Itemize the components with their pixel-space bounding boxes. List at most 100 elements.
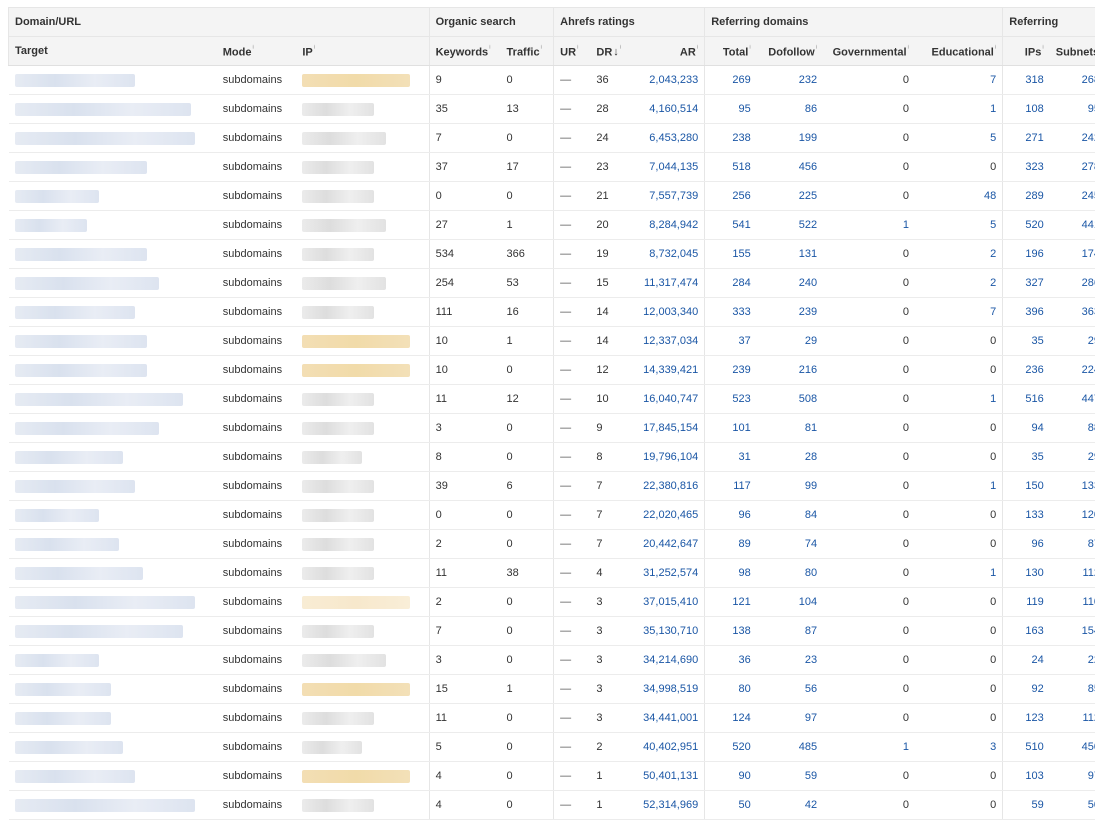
- cell-target[interactable]: [8, 65, 217, 95]
- cell-educational[interactable]: 0: [915, 587, 1003, 617]
- cell-ar[interactable]: 19,796,104: [633, 442, 705, 472]
- cell-educational[interactable]: 0: [915, 442, 1003, 472]
- cell-total[interactable]: 96: [704, 500, 757, 530]
- cell-ar[interactable]: 4,160,514: [633, 94, 705, 124]
- redacted-target-link[interactable]: [14, 392, 183, 406]
- cell-governmental[interactable]: 0: [823, 471, 915, 501]
- cell-ips[interactable]: 119: [1002, 587, 1050, 617]
- redacted-target-link[interactable]: [14, 508, 99, 522]
- cell-ips[interactable]: 196: [1002, 239, 1050, 269]
- info-icon[interactable]: ⁱ: [619, 43, 622, 53]
- cell-subnets[interactable]: 95: [1049, 94, 1095, 124]
- cell-ar[interactable]: 7,044,135: [633, 152, 705, 182]
- cell-dofollow[interactable]: 59: [756, 761, 824, 791]
- cell-target[interactable]: [8, 645, 217, 675]
- cell-dofollow[interactable]: 456: [756, 152, 824, 182]
- cell-target[interactable]: [8, 355, 217, 385]
- cell-total[interactable]: 98: [704, 558, 757, 588]
- cell-ips[interactable]: 163: [1002, 616, 1050, 646]
- cell-subnets[interactable]: 50: [1049, 790, 1095, 820]
- col-ips[interactable]: IPsⁱ: [1002, 36, 1050, 66]
- cell-ar[interactable]: 22,020,465: [633, 500, 705, 530]
- cell-ar[interactable]: 12,337,034: [633, 326, 705, 356]
- cell-subnets[interactable]: 87: [1049, 529, 1095, 559]
- cell-dofollow[interactable]: 232: [756, 65, 824, 95]
- cell-ips[interactable]: 289: [1002, 181, 1050, 211]
- cell-total[interactable]: 333: [704, 297, 757, 327]
- cell-ips[interactable]: 520: [1002, 210, 1050, 240]
- redacted-target-link[interactable]: [14, 131, 195, 145]
- cell-governmental[interactable]: 1: [823, 210, 915, 240]
- cell-ips[interactable]: 35: [1002, 442, 1050, 472]
- cell-ar[interactable]: 11,317,474: [633, 268, 705, 298]
- cell-ips[interactable]: 323: [1002, 152, 1050, 182]
- cell-educational[interactable]: 5: [915, 123, 1003, 153]
- redacted-target-link[interactable]: [14, 769, 135, 783]
- cell-educational[interactable]: 1: [915, 471, 1003, 501]
- cell-governmental[interactable]: 0: [823, 181, 915, 211]
- cell-ips[interactable]: 103: [1002, 761, 1050, 791]
- cell-governmental[interactable]: 0: [823, 239, 915, 269]
- cell-ips[interactable]: 35: [1002, 326, 1050, 356]
- cell-ips[interactable]: 123: [1002, 703, 1050, 733]
- cell-ar[interactable]: 14,339,421: [633, 355, 705, 385]
- cell-total[interactable]: 518: [704, 152, 757, 182]
- info-icon[interactable]: ⁱ: [749, 43, 751, 53]
- redacted-target-link[interactable]: [14, 73, 135, 87]
- cell-governmental[interactable]: 1: [823, 732, 915, 762]
- info-icon[interactable]: ⁱ: [815, 43, 818, 53]
- cell-dofollow[interactable]: 240: [756, 268, 824, 298]
- col-mode[interactable]: Modeⁱ: [216, 36, 297, 66]
- info-icon[interactable]: ⁱ: [252, 43, 254, 53]
- cell-governmental[interactable]: 0: [823, 703, 915, 733]
- cell-educational[interactable]: 1: [915, 558, 1003, 588]
- redacted-target-link[interactable]: [14, 711, 111, 725]
- cell-total[interactable]: 121: [704, 587, 757, 617]
- cell-educational[interactable]: 0: [915, 413, 1003, 443]
- cell-governmental[interactable]: 0: [823, 790, 915, 820]
- redacted-target-link[interactable]: [14, 305, 135, 319]
- redacted-target-link[interactable]: [14, 189, 99, 203]
- cell-target[interactable]: [8, 384, 217, 414]
- cell-dofollow[interactable]: 23: [756, 645, 824, 675]
- cell-ar[interactable]: 2,043,233: [633, 65, 705, 95]
- redacted-target-link[interactable]: [14, 450, 123, 464]
- cell-ar[interactable]: 7,557,739: [633, 181, 705, 211]
- info-icon[interactable]: ⁱ: [696, 43, 699, 53]
- cell-total[interactable]: 89: [704, 529, 757, 559]
- redacted-target-link[interactable]: [14, 798, 195, 812]
- cell-subnets[interactable]: 224: [1049, 355, 1095, 385]
- cell-educational[interactable]: 1: [915, 94, 1003, 124]
- cell-subnets[interactable]: 242: [1049, 123, 1095, 153]
- cell-ar[interactable]: 12,003,340: [633, 297, 705, 327]
- cell-ips[interactable]: 92: [1002, 674, 1050, 704]
- cell-dofollow[interactable]: 86: [756, 94, 824, 124]
- cell-educational[interactable]: 2: [915, 268, 1003, 298]
- cell-ar[interactable]: 20,442,647: [633, 529, 705, 559]
- cell-subnets[interactable]: 29: [1049, 442, 1095, 472]
- cell-governmental[interactable]: 0: [823, 761, 915, 791]
- table-row[interactable]: subdomains 254 53—15 11,317,474 284 240 0 2 327 2…: [8, 268, 1095, 298]
- table-row[interactable]: subdomains 50—240,402,95152048513510450: [8, 732, 1095, 762]
- cell-subnets[interactable]: 22: [1049, 645, 1095, 675]
- cell-total[interactable]: 155: [704, 239, 757, 269]
- cell-target[interactable]: [8, 703, 217, 733]
- cell-subnets[interactable]: 441: [1049, 210, 1095, 240]
- cell-educational[interactable]: 0: [915, 790, 1003, 820]
- col-traffic[interactable]: Trafficⁱ: [500, 36, 554, 66]
- cell-ar[interactable]: 16,040,747: [633, 384, 705, 414]
- cell-ar[interactable]: 8,284,942: [633, 210, 705, 240]
- cell-educational[interactable]: 0: [915, 529, 1003, 559]
- cell-governmental[interactable]: 0: [823, 65, 915, 95]
- cell-educational[interactable]: 0: [915, 152, 1003, 182]
- cell-ips[interactable]: 94: [1002, 413, 1050, 443]
